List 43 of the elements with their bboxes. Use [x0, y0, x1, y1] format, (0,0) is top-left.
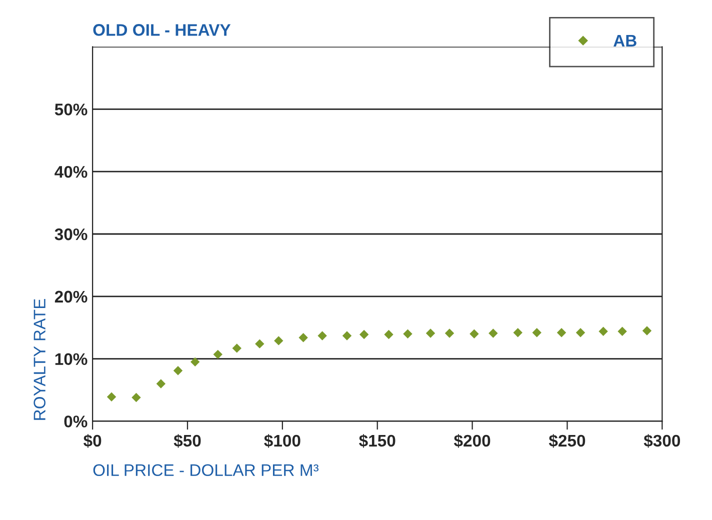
point: [444, 328, 454, 338]
point: [576, 328, 586, 338]
y-tick-label: 50%: [54, 104, 88, 116]
point: [106, 392, 116, 402]
x-tick-label: $0: [84, 434, 102, 448]
legend-label: AB: [614, 34, 636, 46]
point: [426, 328, 436, 338]
point: [359, 330, 369, 340]
y-tick-label: 20%: [54, 290, 88, 303]
point: [318, 331, 327, 340]
point: [642, 326, 652, 336]
point: [213, 350, 222, 360]
point: [532, 328, 542, 338]
point: [470, 329, 479, 338]
chart-title: OLD OIL - HEAVY: [93, 24, 231, 36]
point: [384, 330, 394, 340]
x-axis-title: OIL PRICE - DOLLAR PER M³: [93, 464, 319, 476]
point: [598, 326, 608, 336]
point: [513, 328, 522, 338]
point: [488, 328, 498, 338]
x-tick-label: $100: [264, 434, 300, 448]
x-tick-label: $250: [548, 434, 586, 448]
point: [132, 392, 141, 402]
y-tick-label: 10%: [55, 353, 88, 366]
x-tick-label: $200: [454, 434, 490, 448]
x-tick-label: $300: [644, 434, 680, 448]
point: [232, 344, 242, 353]
point: [342, 331, 352, 340]
point: [298, 332, 308, 342]
y-axis-title: ROYALTY RATE: [34, 299, 46, 420]
y-tick-label: 0%: [64, 416, 88, 428]
point: [190, 357, 200, 367]
y-tick-label: 40%: [54, 166, 88, 178]
x-tick-label: $150: [359, 434, 396, 448]
point: [274, 336, 284, 346]
y-tick-label: 30%: [54, 228, 88, 240]
point: [156, 379, 166, 388]
point: [403, 329, 412, 338]
point: [618, 326, 627, 336]
point: [255, 339, 264, 348]
x-tick-label: $50: [174, 434, 201, 448]
point: [173, 366, 183, 376]
point: [556, 328, 566, 338]
